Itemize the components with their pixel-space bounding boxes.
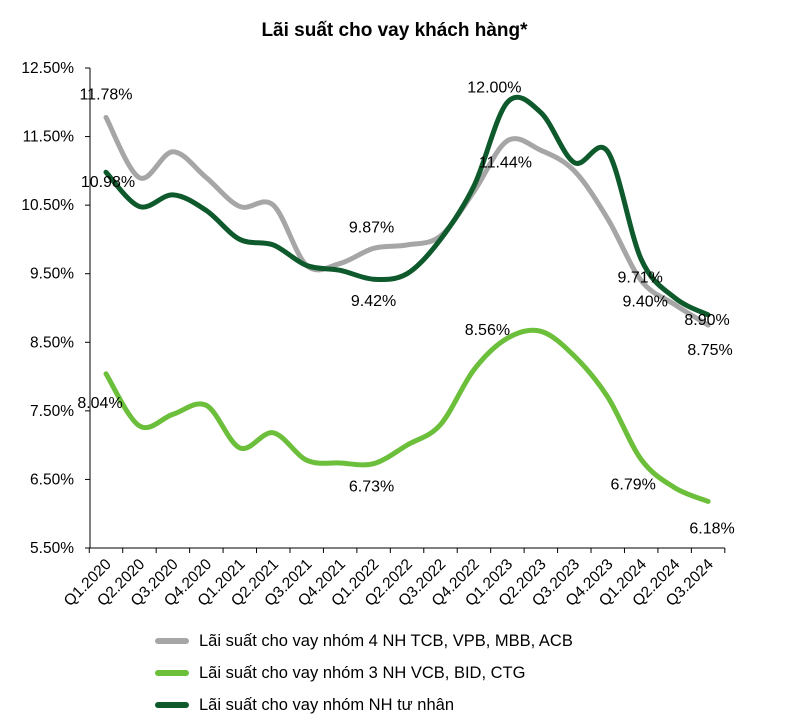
y-tick-label: 9.50% — [30, 266, 74, 283]
legend-swatch-group3 — [155, 670, 189, 676]
legend: Lãi suất cho vay nhóm 4 NH TCB, VPB, MBB… — [155, 625, 573, 721]
data-label: 8.90% — [684, 312, 729, 329]
data-label: 6.79% — [611, 477, 656, 494]
y-tick-label: 7.50% — [30, 403, 74, 420]
series-line-private — [103, 94, 711, 318]
y-tick-label: 8.50% — [30, 334, 74, 351]
data-label: 8.04% — [77, 395, 122, 412]
data-label: 9.42% — [351, 293, 396, 310]
data-label: 9.87% — [349, 219, 394, 236]
data-label: 9.40% — [623, 294, 668, 311]
legend-label-group4: Lãi suất cho vay nhóm 4 NH TCB, VPB, MBB… — [199, 631, 573, 650]
legend-swatch-private — [155, 702, 189, 708]
legend-item-group3: Lãi suất cho vay nhóm 3 NH VCB, BID, CTG — [155, 657, 573, 689]
y-tick-label: 6.50% — [30, 471, 74, 488]
data-label: 8.56% — [465, 322, 510, 339]
data-label: 8.75% — [687, 342, 732, 359]
series-line-group4 — [103, 114, 711, 328]
legend-item-group4: Lãi suất cho vay nhóm 4 NH TCB, VPB, MBB… — [155, 625, 573, 657]
y-tick-label: 11.50% — [23, 129, 75, 146]
legend-swatch-group4 — [155, 638, 189, 644]
y-tick-label: 5.50% — [30, 540, 74, 557]
legend-label-group3: Lãi suất cho vay nhóm 3 NH VCB, BID, CTG — [199, 663, 526, 682]
data-label: 6.18% — [689, 520, 734, 537]
legend-label-private: Lãi suất cho vay nhóm NH tư nhân — [199, 695, 455, 714]
data-label: 11.44% — [479, 155, 532, 172]
data-label: 10.98% — [81, 174, 135, 191]
data-label: 6.73% — [349, 479, 394, 496]
data-label: 12.00% — [467, 79, 521, 96]
y-tick-label: 12.50% — [21, 60, 74, 77]
y-tick-label: 10.50% — [21, 197, 74, 214]
legend-item-private: Lãi suất cho vay nhóm NH tư nhân — [155, 689, 573, 721]
chart-title: Lãi suất cho vay khách hàng* — [261, 20, 528, 41]
data-label: 11.78% — [79, 86, 132, 103]
data-label: 9.71% — [618, 269, 663, 286]
series-line-group3 — [103, 327, 711, 504]
